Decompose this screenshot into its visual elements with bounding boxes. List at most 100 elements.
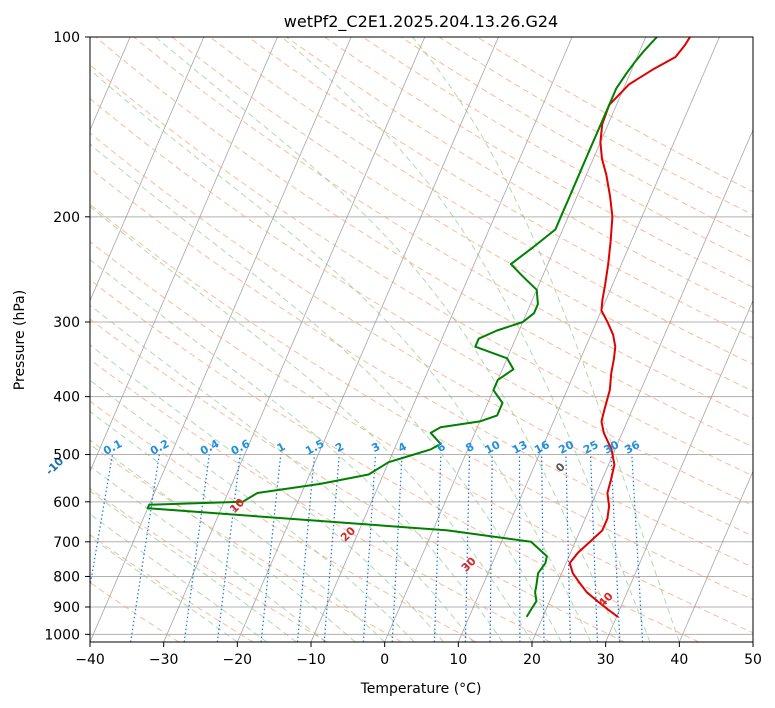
isotherm-line: [531, 128, 753, 642]
chart-title: wetPf2_C2E1.2025.204.13.26.G24: [284, 12, 558, 32]
dry-adiabat-line: [90, 318, 625, 642]
dry-adiabat-line: [286, 37, 753, 313]
mixing-ratio-line: [589, 454, 599, 642]
moist-adiabats: [90, 37, 680, 642]
moist-adiabat-line: [412, 37, 680, 642]
mixing-ratio-line: [433, 454, 442, 642]
y-tick-label: 400: [53, 390, 80, 406]
dry-adiabat-line: [362, 37, 753, 264]
profile-line: [146, 37, 658, 618]
mixing-ratio-line: [464, 454, 471, 642]
isotherm-line: [236, 37, 499, 642]
moist-adiabat-line: [90, 513, 268, 642]
y-axis-label: Pressure (hPa): [12, 290, 28, 390]
dry-adiabat-line: [324, 37, 753, 288]
x-axis-ticks: −40 −30 −20 −10 0 10 20 30 40 50: [75, 642, 762, 668]
mixing-ratio-label: 13: [510, 438, 530, 457]
dry-adiabat-line: [90, 279, 700, 642]
dry-adiabat-line: [171, 37, 753, 392]
moist-adiabat-line: [90, 143, 562, 642]
mixing-ratio-line: [565, 454, 572, 642]
y-tick-label: 900: [53, 600, 80, 616]
mixing-ratio-label: 8: [463, 440, 476, 455]
mixing-ratio-line: [362, 454, 377, 642]
y-tick-label: 600: [53, 495, 80, 511]
mixing-ratio-label: 25: [581, 438, 601, 457]
moist-adiabat-line: [90, 69, 592, 642]
dry-adiabat-line: [90, 132, 753, 537]
line-labels: 0.10.20.40.611.52346810131620253036-100-…: [43, 437, 642, 610]
mixing-ratio-label: 4: [396, 440, 409, 455]
isotherm-line: [0, 37, 56, 642]
dry-adiabat-line: [476, 37, 753, 193]
mixing-ratio-line: [541, 454, 545, 642]
plot-frame: [89, 36, 754, 643]
mixing-ratio-line: [260, 454, 282, 642]
moist-adiabat-line: [90, 379, 415, 642]
y-tick-label: 500: [53, 448, 80, 464]
isotherm-line: [90, 37, 205, 302]
isotherm-line: [457, 37, 720, 642]
moist-adiabat-line: [281, 37, 651, 642]
y-tick-label: 100: [53, 30, 80, 46]
y-tick-label: 200: [53, 210, 80, 226]
x-tick-label: 20: [523, 652, 541, 668]
x-tick-label: 10: [449, 652, 467, 668]
dry-adiabat-line: [90, 488, 328, 642]
mixing-ratio-label: 6: [435, 440, 448, 455]
dry-adiabat-line: [90, 358, 551, 642]
isotherm-line: [678, 470, 753, 642]
mixing-ratio-line: [391, 454, 403, 642]
dry-adiabat-line: [90, 240, 753, 634]
moist-adiabat-line: [155, 37, 621, 642]
mixing-ratio-line: [610, 454, 621, 642]
mixing-ratio-line: [489, 454, 493, 642]
x-tick-label: 50: [744, 652, 762, 668]
mixing-ratio-label: 3: [369, 440, 382, 455]
moist-adiabat-line: [90, 344, 444, 642]
x-tick-label: 0: [380, 652, 389, 668]
mixing-ratio-label: 10: [483, 438, 503, 457]
mixing-ratio-line: [216, 454, 241, 642]
x-tick-label: −30: [149, 652, 179, 668]
isotherm-line: [752, 640, 753, 642]
pressure-gridlines: [90, 37, 753, 635]
mixing-ratio-line: [631, 454, 644, 642]
x-tick-label: 40: [670, 652, 688, 668]
mixing-ratio-label: 30: [602, 438, 622, 457]
x-tick-label: 30: [597, 652, 615, 668]
moist-adiabat-line: [90, 439, 356, 642]
x-tick-label: −20: [223, 652, 253, 668]
moist-adiabat-line: [90, 304, 474, 642]
moist-adiabat-line: [90, 535, 238, 642]
x-axis-label: Temperature (°C): [360, 681, 482, 697]
dry-adiabat-line: [90, 534, 254, 642]
y-axis-ticks: 1000 900 800 700 600 500 400 300 200 100: [44, 30, 90, 643]
isotherm-line: [90, 37, 352, 642]
moist-adiabat-line: [90, 259, 503, 642]
isotherm-line: [384, 37, 647, 642]
x-tick-label: −10: [296, 652, 326, 668]
isotherms: [0, 37, 753, 642]
dry-adiabat-line: [95, 37, 753, 448]
y-tick-label: 300: [53, 315, 80, 331]
mixing-ratio-lines: [90, 454, 644, 642]
x-tick-label: −40: [75, 652, 105, 668]
dry-adiabats: [90, 37, 753, 642]
y-tick-label: 800: [53, 569, 80, 585]
dry-adiabat-line: [247, 37, 753, 339]
mixing-ratio-label: 16: [532, 438, 552, 457]
isotherm-line: [90, 37, 278, 473]
moist-adiabat-line: [90, 465, 327, 642]
moist-adiabat-line: [90, 410, 386, 642]
dry-adiabat-label: 20: [338, 524, 358, 544]
isotherm-line: [605, 299, 753, 642]
y-tick-label: 1000: [44, 627, 80, 643]
moist-adiabat-line: [90, 490, 297, 642]
series-lines: [146, 37, 691, 618]
profile-line: [568, 37, 691, 618]
dry-adiabat-line: [90, 443, 402, 642]
mixing-ratio-line: [183, 454, 210, 642]
moist-adiabat-line: [90, 205, 533, 642]
